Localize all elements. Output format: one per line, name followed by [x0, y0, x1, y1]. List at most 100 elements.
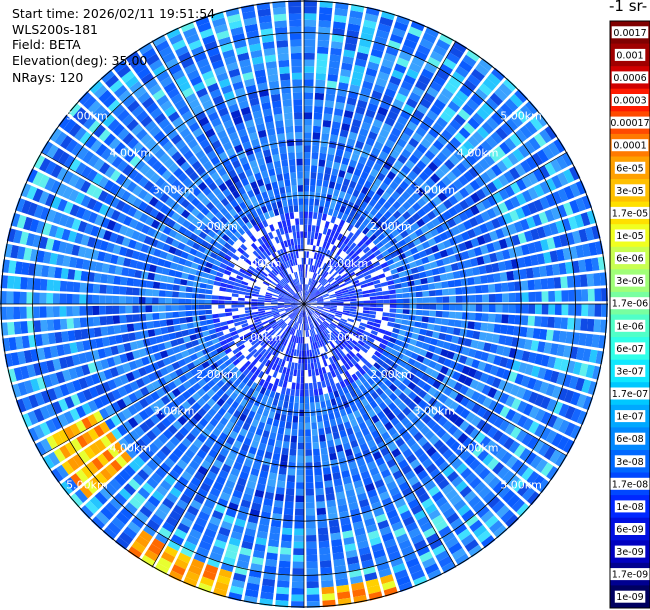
range-gate-cell — [199, 155, 210, 165]
range-gate-cell — [386, 233, 395, 241]
range-gate-cell — [225, 203, 234, 212]
range-gate-cell — [253, 341, 260, 349]
range-gate-cell — [433, 44, 447, 57]
range-gate-cell — [425, 330, 434, 337]
range-gate-cell — [70, 473, 84, 487]
range-gate-cell — [348, 287, 355, 292]
range-gate-cell — [52, 147, 65, 162]
range-gate-cell — [208, 449, 219, 459]
range-gate-cell — [515, 349, 524, 361]
range-gate-cell — [313, 119, 322, 127]
range-gate-cell — [395, 313, 403, 319]
range-gate-cell — [461, 286, 469, 295]
range-gate-cell — [377, 106, 389, 117]
range-gate-cell — [305, 264, 308, 272]
range-gate-cell — [541, 291, 549, 302]
range-gate-cell — [324, 283, 331, 289]
range-gate-cell — [225, 388, 234, 397]
range-gate-cell — [282, 521, 293, 529]
range-gate-cell — [374, 396, 383, 405]
range-gate-cell — [174, 431, 185, 442]
range-gate-cell — [316, 334, 321, 341]
range-gate-cell — [380, 320, 388, 326]
range-gate-cell — [185, 316, 193, 323]
range-gate-cell — [285, 297, 292, 300]
range-gate-cell — [294, 528, 304, 536]
range-gate-cell — [326, 153, 335, 162]
range-gate-cell — [69, 158, 81, 172]
range-gate-cell — [328, 324, 335, 331]
range-gate-cell — [352, 189, 360, 198]
range-gate-cell — [522, 403, 534, 416]
range-gate-cell — [454, 132, 466, 144]
range-gate-cell — [395, 92, 408, 103]
range-gate-cell — [309, 389, 314, 397]
range-gate-cell — [297, 343, 300, 350]
range-gate-cell — [151, 344, 160, 353]
range-gate-cell — [534, 408, 546, 422]
range-gate-cell — [433, 401, 443, 411]
range-gate-cell — [74, 232, 84, 245]
range-gate-cell — [82, 431, 94, 445]
range-gate-cell — [314, 266, 318, 273]
range-gate-cell — [178, 292, 186, 298]
range-gate-cell — [380, 468, 391, 479]
range-gate-cell — [278, 567, 291, 575]
range-gate-cell — [364, 403, 373, 413]
range-gate-cell — [61, 331, 69, 343]
range-gate-cell — [367, 584, 381, 595]
range-gate-cell — [336, 225, 343, 233]
range-gate-cell — [322, 387, 328, 395]
range-gate-cell — [334, 361, 341, 369]
range-gate-cell — [211, 225, 220, 234]
range-gate-cell — [568, 216, 578, 230]
range-gate-cell — [259, 329, 267, 336]
range-gate-cell — [398, 539, 412, 550]
range-gate-cell — [66, 306, 73, 317]
range-gate-cell — [352, 71, 364, 80]
range-gate-cell — [346, 97, 357, 106]
range-gate-cell — [306, 528, 317, 536]
range-gate-cell — [458, 145, 470, 157]
range-gate-cell — [304, 403, 310, 410]
range-gate-cell — [321, 313, 328, 317]
range-gate-cell — [519, 326, 528, 338]
range-gate-cell — [267, 288, 274, 293]
range-gate-cell — [504, 185, 515, 198]
range-gate-cell — [170, 534, 184, 546]
range-gate-cell — [91, 457, 104, 471]
range-gate-cell — [559, 233, 569, 247]
range-gate-cell — [286, 310, 293, 315]
range-gate-cell — [240, 319, 248, 325]
range-gate-cell — [407, 401, 417, 411]
range-gate-cell — [492, 430, 504, 442]
range-gate-cell — [197, 221, 206, 231]
range-gate-cell — [272, 294, 279, 298]
range-gate-cell — [238, 235, 246, 244]
range-gate-cell — [365, 6, 380, 16]
range-gate-cell — [398, 271, 406, 278]
range-gate-cell — [350, 467, 360, 476]
range-gate-cell — [288, 334, 293, 341]
range-gate-cell — [110, 169, 121, 182]
range-gate-cell — [396, 138, 407, 148]
range-gate-cell — [112, 222, 123, 233]
range-gate-cell — [347, 318, 355, 323]
range-gate-cell — [294, 294, 300, 300]
range-gate-cell — [413, 109, 425, 120]
range-gate-cell — [194, 422, 205, 433]
range-gate-cell — [506, 270, 515, 281]
range-gate-cell — [316, 375, 321, 383]
range-gate-cell — [516, 503, 530, 517]
range-gate-cell — [254, 368, 261, 377]
range-gate-cell — [345, 103, 356, 112]
range-gate-cell — [278, 282, 285, 288]
range-gate-cell — [268, 472, 278, 481]
range-gate-cell — [213, 459, 223, 469]
range-gate-cell — [316, 415, 323, 423]
range-gate-cell — [137, 91, 151, 104]
range-gate-cell — [218, 291, 226, 296]
range-gate-cell — [375, 29, 390, 40]
range-gate-cell — [428, 283, 436, 290]
range-gate-cell — [116, 411, 127, 423]
